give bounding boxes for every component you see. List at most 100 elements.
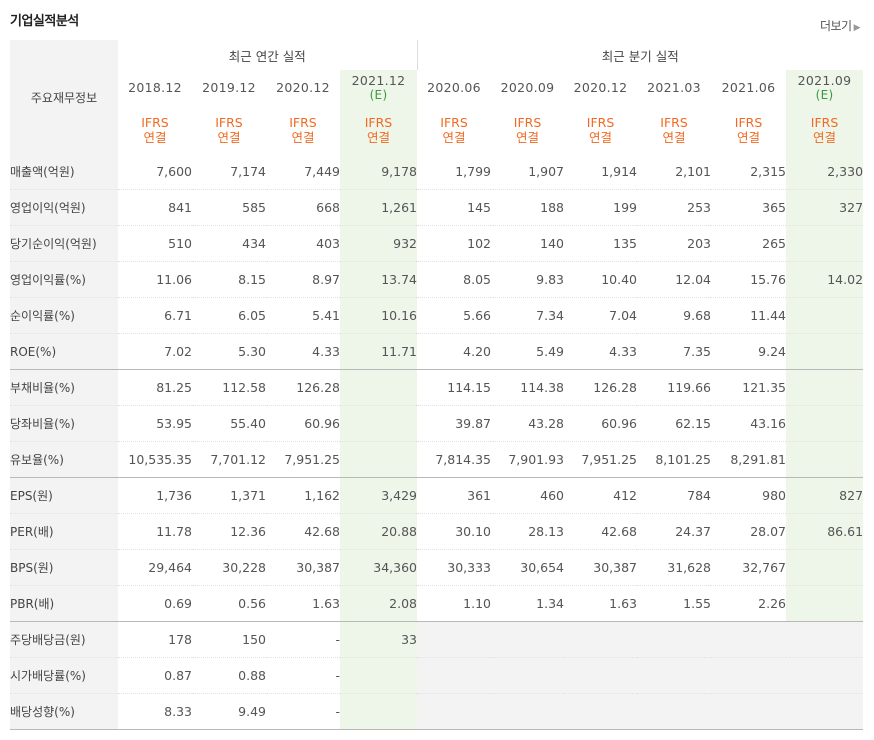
value-cell: 42.68	[266, 513, 340, 550]
value-cell	[417, 621, 492, 658]
value-cell: 30,228	[192, 549, 266, 586]
ifrs-label: IFRS	[440, 114, 468, 130]
value-cell: 1.63	[266, 585, 340, 622]
value-cell: 0.88	[192, 657, 266, 694]
value-cell	[564, 657, 638, 694]
value-cell	[340, 657, 418, 694]
value-cell: 15.76	[711, 261, 787, 298]
table-row: PBR(배) 0.69 0.56 1.63 2.08 1.10 1.34 1.63 1.55 2.…	[10, 585, 864, 622]
more-link[interactable]: 더보기 ▶	[820, 17, 861, 34]
table-row: 영업이익(억원) 841 585 668 1,261 145 188 199 253 365 327	[10, 189, 864, 226]
value-cell: 30.10	[417, 513, 492, 550]
table-row: 영업이익률(%) 11.06 8.15 8.97 13.74 8.05 9.83 10.40 1…	[10, 261, 864, 298]
annual-group-header: 최근 연간 실적	[118, 40, 418, 70]
value-cell	[491, 693, 565, 730]
value-cell: 5.66	[417, 297, 492, 334]
period-date: 2021.03	[647, 79, 701, 95]
value-cell: 2,330	[786, 154, 864, 190]
value-cell: 4.33	[266, 333, 340, 370]
value-cell: 43.16	[711, 405, 787, 442]
value-cell: 0.56	[192, 585, 266, 622]
period-date: 2020.12	[573, 79, 628, 95]
value-cell: 1.34	[491, 585, 565, 622]
value-cell: 203	[637, 225, 712, 262]
row-label: 유보율(%)	[10, 441, 118, 478]
value-cell: 112.58	[192, 369, 266, 406]
row-label: 당기순이익(억원)	[10, 225, 118, 262]
value-cell: 188	[491, 189, 565, 226]
value-cell: 12.36	[192, 513, 266, 550]
value-cell: 11.71	[340, 333, 418, 370]
value-cell	[417, 693, 492, 730]
value-cell: 178	[118, 621, 192, 658]
ifrs-header: IFRS 연결	[340, 105, 418, 154]
value-cell: 4.33	[564, 333, 638, 370]
value-cell: 12.04	[637, 261, 712, 298]
value-cell: 114.38	[491, 369, 565, 406]
value-cell: 841	[118, 189, 192, 226]
value-cell: 7.02	[118, 333, 192, 370]
value-cell: 28.07	[711, 513, 787, 550]
value-cell: 9.49	[192, 693, 266, 730]
value-cell: 10,535.35	[118, 441, 192, 478]
row-label: 당좌비율(%)	[10, 405, 118, 442]
value-cell: 1,261	[340, 189, 418, 226]
value-cell: 8.33	[118, 693, 192, 730]
value-cell: 10.16	[340, 297, 418, 334]
row-label: ROE(%)	[10, 333, 118, 370]
row-label: 주당배당금(원)	[10, 621, 118, 658]
value-cell: -	[266, 621, 340, 658]
value-cell: 30,387	[266, 549, 340, 586]
period-header-row: 2018.12 2019.12 2020.12 2021.12 (E) 2020.06 20…	[10, 70, 864, 105]
value-cell: 2,315	[711, 154, 787, 190]
value-cell: 8,101.25	[637, 441, 712, 478]
value-cell: 8.97	[266, 261, 340, 298]
value-cell: 145	[417, 189, 492, 226]
value-cell: 265	[711, 225, 787, 262]
consolidated-label: 연결	[291, 129, 315, 145]
value-cell	[491, 621, 565, 658]
ifrs-header: IFRS 연결	[786, 105, 864, 154]
value-cell	[711, 621, 787, 658]
value-cell: 7,814.35	[417, 441, 492, 478]
consolidated-label: 연결	[367, 129, 391, 145]
table-row: 주당배당금(원) 178 150-33	[10, 621, 864, 658]
row-label: 영업이익(억원)	[10, 189, 118, 226]
ifrs-header: IFRS 연결	[192, 105, 266, 154]
value-cell	[786, 657, 864, 694]
value-cell	[637, 621, 712, 658]
table-row: BPS(원) 29,464 30,228 30,387 34,360 30,333 30,6…	[10, 549, 864, 586]
table-row: 부채비율(%) 81.25 112.58 126.28 114.15 114.38 126.…	[10, 369, 864, 406]
row-label: EPS(원)	[10, 477, 118, 514]
value-cell: 434	[192, 225, 266, 262]
value-cell: 33	[340, 621, 418, 658]
value-cell: 7,174	[192, 154, 266, 190]
value-cell: 8,291.81	[711, 441, 787, 478]
value-cell	[786, 369, 864, 406]
estimate-marker: (E)	[369, 87, 388, 102]
value-cell: 119.66	[637, 369, 712, 406]
period-header: 2020.09	[491, 70, 564, 105]
value-cell: 585	[192, 189, 266, 226]
value-cell: 827	[786, 477, 864, 514]
row-label: 매출액(억원)	[10, 154, 118, 190]
value-cell: 1,736	[118, 477, 192, 514]
table-row: 당기순이익(억원) 510 434 403 932 102 140 135 203 265	[10, 225, 864, 262]
period-date: 2020.06	[427, 79, 481, 95]
value-cell: 30,387	[564, 549, 638, 586]
value-cell: 13.74	[340, 261, 418, 298]
table-row: 당좌비율(%) 53.95 55.40 60.96 39.87 43.28 60.96 62.…	[10, 405, 864, 442]
consolidated-label: 연결	[442, 129, 466, 145]
value-cell: 24.37	[637, 513, 712, 550]
value-cell: 55.40	[192, 405, 266, 442]
row-label: 배당성향(%)	[10, 693, 118, 730]
ifrs-header: IFRS 연결	[118, 105, 192, 154]
value-cell	[340, 693, 418, 730]
value-cell: 29,464	[118, 549, 192, 586]
table-body: 매출액(억원) 7,600 7,174 7,449 9,178 1,799 1,907 1,9…	[10, 154, 864, 730]
table-row: 시가배당률(%) 0.87 0.88-	[10, 657, 864, 694]
value-cell	[786, 225, 864, 262]
value-cell: 32,767	[711, 549, 787, 586]
value-cell: 10.40	[564, 261, 638, 298]
period-date: 2021.06	[721, 79, 776, 95]
